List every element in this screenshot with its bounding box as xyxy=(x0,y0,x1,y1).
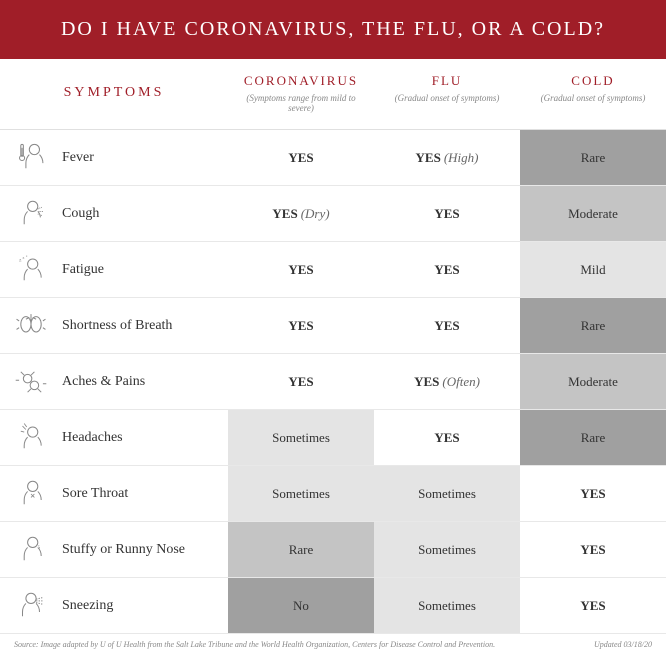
value-qualifier: (High) xyxy=(444,150,479,166)
value-text: Mild xyxy=(580,262,605,278)
value-text: Sometimes xyxy=(418,598,476,614)
value-text: YES xyxy=(414,374,439,390)
value-text: YES xyxy=(434,206,459,222)
value-text: Moderate xyxy=(568,374,618,390)
col-header-flu: FLU (Gradual onset of symptoms) xyxy=(374,59,520,130)
symptom-label: Headaches xyxy=(62,430,123,446)
value-text: Sometimes xyxy=(272,486,330,502)
symptom-cell: Aches & Pains xyxy=(0,354,228,410)
value-text: YES xyxy=(288,318,313,334)
symptom-label: Sneezing xyxy=(62,598,113,614)
value-cell-cold: YES xyxy=(520,578,666,634)
value-cell-cold: Moderate xyxy=(520,354,666,410)
value-cell-flu: YES xyxy=(374,242,520,298)
svg-text:z: z xyxy=(23,254,25,259)
footer: Source: Image adapted by U of U Health f… xyxy=(0,634,666,655)
title-bar: DO I HAVE CORONAVIRUS, THE FLU, OR A COL… xyxy=(0,0,666,59)
infographic: DO I HAVE CORONAVIRUS, THE FLU, OR A COL… xyxy=(0,0,666,655)
value-text: YES xyxy=(272,206,297,222)
value-text: YES xyxy=(434,262,459,278)
value-text: Rare xyxy=(581,430,606,446)
value-cell-flu: YES (High) xyxy=(374,130,520,186)
value-text: YES xyxy=(288,374,313,390)
symptom-cell: Sore Throat xyxy=(0,466,228,522)
value-cell-flu: YES xyxy=(374,410,520,466)
breath-icon xyxy=(14,309,48,343)
symptom-cell: Sneezing xyxy=(0,578,228,634)
value-text: YES xyxy=(580,542,605,558)
symptom-label: Fatigue xyxy=(62,262,104,278)
value-text: YES xyxy=(580,598,605,614)
fever-icon xyxy=(14,141,48,175)
fatigue-icon: zzz xyxy=(14,253,48,287)
svg-text:z: z xyxy=(26,254,28,258)
symptom-cell: Stuffy or Runny Nose xyxy=(0,522,228,578)
symptom-label: Stuffy or Runny Nose xyxy=(62,542,185,558)
value-cell-coronavirus: YES xyxy=(228,354,374,410)
value-cell-coronavirus: Rare xyxy=(228,522,374,578)
value-cell-flu: YES (Often) xyxy=(374,354,520,410)
value-cell-cold: YES xyxy=(520,466,666,522)
value-cell-coronavirus: YES (Dry) xyxy=(228,186,374,242)
value-text: Rare xyxy=(581,150,606,166)
value-qualifier: (Dry) xyxy=(301,206,330,222)
aches-icon xyxy=(14,365,48,399)
value-text: YES xyxy=(416,150,441,166)
throat-icon xyxy=(14,477,48,511)
value-cell-cold: Rare xyxy=(520,130,666,186)
symptom-label: Sore Throat xyxy=(62,486,128,502)
symptom-cell: Shortness of Breath xyxy=(0,298,228,354)
value-cell-flu: Sometimes xyxy=(374,522,520,578)
value-cell-coronavirus: No xyxy=(228,578,374,634)
value-text: YES xyxy=(580,486,605,502)
value-cell-cold: Mild xyxy=(520,242,666,298)
symptom-cell: Fever xyxy=(0,130,228,186)
value-cell-cold: Rare xyxy=(520,410,666,466)
value-cell-coronavirus: YES xyxy=(228,242,374,298)
value-text: YES xyxy=(434,318,459,334)
value-text: Sometimes xyxy=(272,430,330,446)
sneeze-icon xyxy=(14,589,48,623)
value-qualifier: (Often) xyxy=(442,374,480,390)
value-cell-flu: YES xyxy=(374,186,520,242)
value-text: No xyxy=(293,598,309,614)
col-header-coronavirus: CORONAVIRUS (Symptoms range from mild to… xyxy=(228,59,374,130)
nose-icon xyxy=(14,533,48,567)
symptom-cell: Cough xyxy=(0,186,228,242)
value-cell-cold: YES xyxy=(520,522,666,578)
value-text: YES xyxy=(288,150,313,166)
symptom-label: Cough xyxy=(62,206,99,222)
value-text: Sometimes xyxy=(418,542,476,558)
updated-text: Updated 03/18/20 xyxy=(594,640,652,649)
source-text: Source: Image adapted by U of U Health f… xyxy=(14,640,495,649)
headache-icon xyxy=(14,421,48,455)
value-cell-coronavirus: YES xyxy=(228,130,374,186)
value-text: Rare xyxy=(289,542,314,558)
value-cell-coronavirus: Sometimes xyxy=(228,410,374,466)
cough-icon xyxy=(14,197,48,231)
value-cell-flu: Sometimes xyxy=(374,578,520,634)
symptom-table: SYMPTOMS CORONAVIRUS (Symptoms range fro… xyxy=(0,59,666,634)
value-text: YES xyxy=(288,262,313,278)
col-header-symptoms: SYMPTOMS xyxy=(0,59,228,130)
symptom-label: Aches & Pains xyxy=(62,374,145,390)
col-header-cold: COLD (Gradual onset of symptoms) xyxy=(520,59,666,130)
value-text: Rare xyxy=(581,318,606,334)
symptom-cell: zzz Fatigue xyxy=(0,242,228,298)
value-text: Sometimes xyxy=(418,486,476,502)
value-text: Moderate xyxy=(568,206,618,222)
value-text: YES xyxy=(434,430,459,446)
value-cell-coronavirus: Sometimes xyxy=(228,466,374,522)
page-title: DO I HAVE CORONAVIRUS, THE FLU, OR A COL… xyxy=(61,18,605,40)
symptom-label: Shortness of Breath xyxy=(62,318,172,334)
value-cell-flu: Sometimes xyxy=(374,466,520,522)
value-cell-coronavirus: YES xyxy=(228,298,374,354)
value-cell-flu: YES xyxy=(374,298,520,354)
value-cell-cold: Moderate xyxy=(520,186,666,242)
symptom-label: Fever xyxy=(62,150,94,166)
value-cell-cold: Rare xyxy=(520,298,666,354)
symptom-cell: Headaches xyxy=(0,410,228,466)
